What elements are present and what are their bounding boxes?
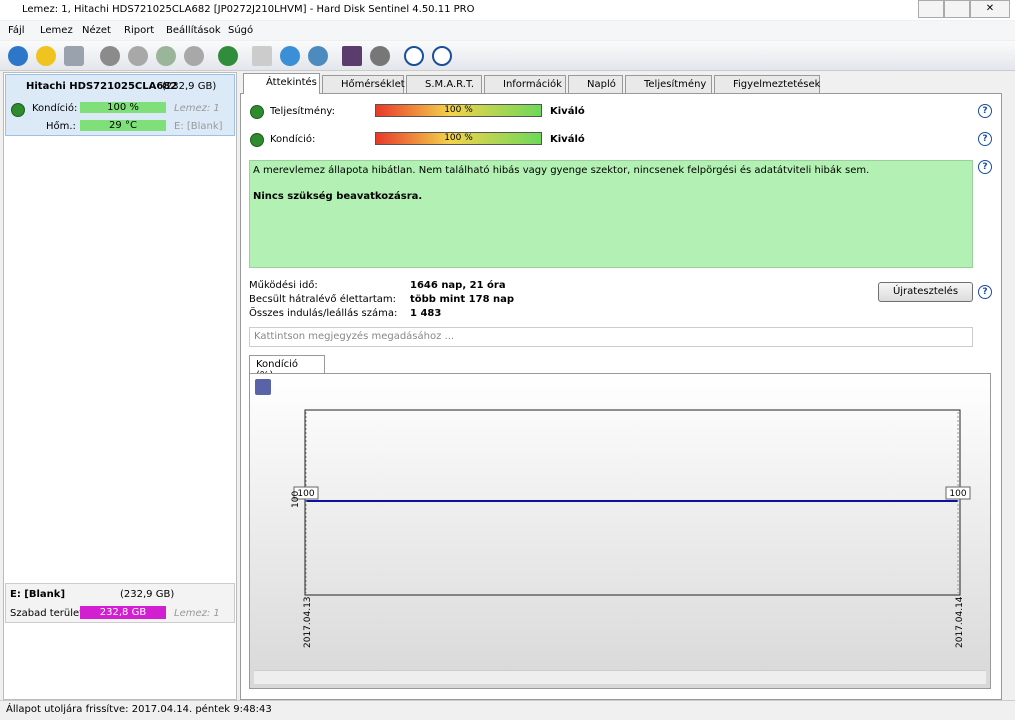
tool-icon[interactable]: [100, 46, 120, 66]
meter-bar: 100 %: [375, 132, 542, 145]
advice-text: Nincs szükség beavatkozásra.: [253, 191, 423, 202]
window-title: Lemez: 1, Hitachi HDS721025CLA682 [JP027…: [22, 4, 475, 15]
meter-rating: Kiváló: [550, 134, 585, 145]
value-label-box: [293, 486, 319, 500]
help-icon[interactable]: ?: [978, 104, 992, 118]
meter-bar: 100 %: [375, 104, 542, 117]
ok-icon: [250, 133, 264, 147]
sound-icon[interactable]: [370, 46, 390, 66]
menu-item[interactable]: Riport: [124, 25, 155, 36]
volume-name: E: [Blank]: [10, 589, 66, 600]
help-icon[interactable]: ?: [978, 285, 992, 299]
report-icon[interactable]: [252, 46, 272, 66]
meter-label: Teljesítmény:: [270, 106, 335, 117]
close-button[interactable]: ✕: [970, 0, 1010, 18]
free-space-value: 232,8 GB: [80, 606, 166, 619]
y-axis-label: 100: [291, 491, 301, 508]
ok-icon: [250, 105, 264, 119]
partition: E: [Blank]: [174, 121, 223, 132]
plot-frame: [304, 409, 961, 596]
x-tick-label: 2017.04.14: [955, 596, 965, 648]
tool-icon[interactable]: [156, 46, 176, 66]
disk-index: Lemez: 1: [174, 103, 220, 114]
condition-label: Kondíció:: [32, 103, 78, 114]
save-icon[interactable]: [255, 379, 271, 395]
ok-icon: [11, 103, 25, 117]
temperature-value: 29 °C: [80, 120, 166, 131]
condition-chart: 100 2017.04.13 100 2017.04.14 100: [291, 409, 971, 648]
value-label: 100: [297, 489, 314, 499]
send-icon[interactable]: [308, 46, 328, 66]
menu-item[interactable]: Fájl: [8, 25, 25, 36]
tab[interactable]: Információk: [484, 75, 566, 93]
tool-icon[interactable]: [184, 46, 204, 66]
info-icon[interactable]: [432, 46, 452, 66]
tab[interactable]: Teljesítmény: [625, 75, 712, 93]
help-icon[interactable]: ?: [978, 160, 992, 174]
x-tick-label: 2017.04.13: [303, 596, 313, 648]
refresh-icon[interactable]: [8, 46, 28, 66]
stat-label: Működési idő:: [249, 280, 318, 291]
maximize-button[interactable]: [944, 0, 970, 18]
title-bar: Lemez: 1, Hitachi HDS721025CLA682 [JP027…: [0, 0, 1015, 20]
help-icon[interactable]: [404, 46, 424, 66]
menu-item[interactable]: Nézet: [82, 25, 111, 36]
menu-item[interactable]: Lemez: [40, 25, 73, 36]
minimize-button[interactable]: [918, 0, 944, 18]
menu-item[interactable]: Beállítások: [166, 25, 221, 36]
scrollbar[interactable]: [254, 670, 986, 684]
status-message: A merevlemez állapota hibátlan. Nem talá…: [249, 160, 973, 268]
value-label-box: [945, 486, 971, 500]
disk-name: Hitachi HDS721025CLA682: [26, 81, 178, 92]
tool-icon[interactable]: [128, 46, 148, 66]
tab[interactable]: Hőmérséklet: [322, 75, 405, 93]
condition-value: 100 %: [80, 102, 166, 113]
tab[interactable]: Áttekintés: [243, 73, 320, 94]
disk-list: Hitachi HDS721025CLA682 (232,9 GB) Kondí…: [3, 72, 237, 700]
toolbar: [0, 41, 1015, 71]
volume-size: (232,9 GB): [120, 589, 175, 600]
stat-value: 1646 nap, 21 óra: [410, 280, 506, 291]
tab[interactable]: Napló: [568, 75, 623, 93]
alert-icon[interactable]: [36, 46, 56, 66]
value-label: 100: [949, 489, 966, 499]
chart-panel: [249, 373, 991, 689]
stat-label: Becsült hátralévő élettartam:: [249, 294, 397, 305]
disk-size: (232,9 GB): [162, 81, 217, 92]
retest-button[interactable]: Újratesztelés: [878, 282, 973, 302]
disk-icon[interactable]: [64, 46, 84, 66]
volume-card[interactable]: E: [Blank] (232,9 GB) Szabad terület 232…: [5, 583, 235, 623]
status-bar: Állapot utoljára frissítve: 2017.04.14. …: [0, 700, 1015, 720]
message-text: A merevlemez állapota hibátlan. Nem talá…: [253, 165, 870, 176]
menu-bar: [0, 21, 1015, 40]
meter-rating: Kiváló: [550, 106, 585, 117]
help-icon[interactable]: ?: [978, 132, 992, 146]
disk-card[interactable]: Hitachi HDS721025CLA682 (232,9 GB) Kondí…: [5, 74, 235, 136]
free-space-label: Szabad terület: [10, 608, 84, 619]
tab[interactable]: S.M.A.R.T.: [406, 75, 482, 93]
web-icon[interactable]: [218, 46, 238, 66]
sync-icon[interactable]: [280, 46, 300, 66]
note-input[interactable]: Kattintson megjegyzés megadásához ...: [249, 327, 973, 347]
chart-icon[interactable]: [342, 46, 362, 66]
meter-label: Kondíció:: [270, 134, 316, 145]
menu-item[interactable]: Súgó: [228, 25, 254, 36]
stat-label: Összes indulás/leállás száma:: [249, 308, 398, 319]
temperature-label: Hőm.:: [46, 121, 76, 132]
volume-disk: Lemez: 1: [174, 608, 220, 619]
stat-value: több mint 178 nap: [410, 294, 515, 305]
stat-value: 1 483: [410, 308, 442, 319]
tab[interactable]: Figyelmeztetések: [714, 75, 820, 93]
